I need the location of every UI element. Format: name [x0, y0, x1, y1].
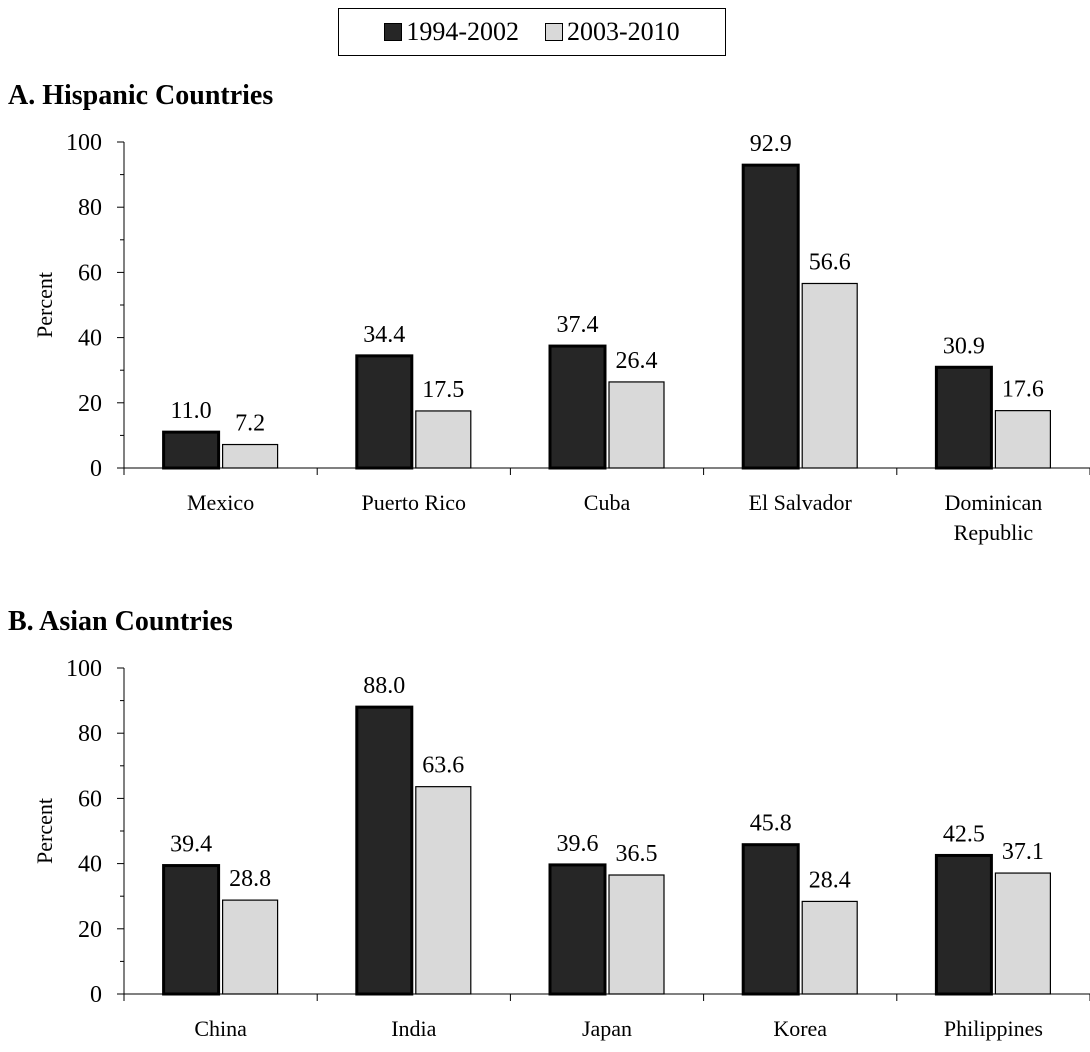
hispanic-bar-cuba-2003-2010 — [608, 381, 665, 469]
asian-bar-korea-1994-2002 — [741, 843, 800, 996]
hispanic-data-label-puerto-rico-1994-2002: 34.4 — [363, 322, 405, 348]
hispanic-data-label-dominican-republic-1994-2002: 30.9 — [943, 333, 985, 359]
hispanic-bar-cuba-1994-2002 — [548, 344, 607, 470]
panel-b-title: B. Asian Countries — [8, 606, 233, 637]
hispanic-x-tick-label-dominican-republic-line-1: Dominican — [945, 490, 1043, 515]
asian-bar-philippines-1994-2002 — [934, 853, 993, 996]
asian-data-label-india-1994-2002: 88.0 — [363, 673, 405, 699]
hispanic-bar-dominican-republic-2003-2010 — [994, 410, 1052, 469]
asian-x-tick-label-india: India — [391, 1016, 436, 1041]
asian-y-tick-label-0: 0 — [90, 982, 102, 1008]
legend-swatch-1994-2002 — [384, 23, 403, 41]
hispanic-data-label-mexico-2003-2010: 7.2 — [235, 411, 265, 437]
hispanic-bar-mexico-2003-2010 — [222, 443, 279, 469]
hispanic-y-tick-label-0: 0 — [90, 456, 102, 482]
asian-data-label-india-2003-2010: 63.6 — [422, 753, 464, 779]
hispanic-bar-mexico-1994-2002 — [162, 430, 221, 470]
asian-data-label-korea-2003-2010: 28.4 — [809, 867, 851, 893]
legend-item-1994-2002: 1994-2002 — [384, 17, 519, 47]
asian-x-tick-label-china: China — [194, 1016, 247, 1041]
asian-x-tick-label-philippines: Philippines — [944, 1016, 1043, 1041]
hispanic-x-tick-label-puerto-rico: Puerto Rico — [362, 490, 467, 515]
hispanic-y-tick-label-20: 20 — [78, 391, 102, 417]
asian-data-label-korea-1994-2002: 45.8 — [750, 811, 792, 837]
panel-a-title: A. Hispanic Countries — [8, 80, 274, 111]
asian-data-label-japan-1994-2002: 39.6 — [557, 831, 599, 857]
asian-bar-china-2003-2010 — [222, 899, 279, 995]
legend-label-1994-2002: 1994-2002 — [406, 17, 519, 46]
asian-bar-korea-2003-2010 — [801, 900, 858, 995]
hispanic-y-tick-label-100: 100 — [66, 130, 102, 156]
asian-data-label-philippines-2003-2010: 37.1 — [1002, 839, 1044, 865]
asian-bar-japan-1994-2002 — [548, 863, 607, 996]
hispanic-data-label-cuba-1994-2002: 37.4 — [557, 312, 599, 338]
hispanic-bar-puerto-rico-2003-2010 — [415, 410, 472, 469]
asian-data-label-japan-2003-2010: 36.5 — [616, 841, 658, 867]
legend-label-2003-2010: 2003-2010 — [567, 17, 680, 46]
hispanic-y-tick-label-80: 80 — [78, 195, 102, 221]
asian-y-tick-label-60: 60 — [78, 786, 102, 812]
asian-bar-philippines-2003-2010 — [994, 872, 1052, 995]
asian-bar-india-1994-2002 — [355, 705, 414, 996]
asian-y-tick-label-80: 80 — [78, 721, 102, 747]
asian-y-tick-label-20: 20 — [78, 917, 102, 943]
hispanic-x-tick-label-mexico: Mexico — [187, 490, 254, 515]
chart-legend: 1994-2002 2003-2010 — [338, 8, 726, 56]
asian-x-tick-label-korea: Korea — [773, 1016, 827, 1041]
hispanic-y-axis-label: Percent — [32, 272, 57, 338]
asian-x-tick-label-japan: Japan — [582, 1016, 632, 1041]
asian-data-label-philippines-1994-2002: 42.5 — [943, 821, 985, 847]
asian-countries-chart: 0 20 40 60 80 100 Percent 39.4 28.8 China 88.0 63.6… — [32, 656, 1090, 1041]
asian-y-tick-label-100: 100 — [66, 656, 102, 682]
asian-bar-china-1994-2002 — [162, 864, 221, 996]
asian-y-tick-label-40: 40 — [78, 852, 102, 878]
hispanic-data-label-mexico-1994-2002: 11.0 — [171, 398, 212, 424]
hispanic-bar-el-salvador-2003-2010 — [801, 282, 858, 469]
hispanic-y-tick-label-40: 40 — [78, 326, 102, 352]
asian-bar-japan-2003-2010 — [608, 874, 665, 995]
hispanic-x-tick-label-cuba: Cuba — [584, 490, 631, 515]
hispanic-data-label-el-salvador-1994-2002: 92.9 — [750, 131, 792, 157]
legend-swatch-2003-2010 — [545, 23, 563, 41]
hispanic-x-tick-label-el-salvador: El Salvador — [749, 490, 853, 515]
hispanic-data-label-dominican-republic-2003-2010: 17.6 — [1002, 377, 1044, 403]
hispanic-x-tick-label-dominican-republic-line-2: Republic — [954, 520, 1034, 545]
hispanic-countries-chart: 0 20 40 60 80 100 Percent 11.0 7.2 Mexico 34.4 17.5… — [32, 130, 1090, 545]
asian-data-label-china-2003-2010: 28.8 — [229, 866, 271, 892]
asian-y-axis-label: Percent — [32, 798, 57, 864]
asian-data-label-china-1994-2002: 39.4 — [170, 832, 212, 858]
hispanic-data-label-cuba-2003-2010: 26.4 — [616, 348, 658, 374]
hispanic-y-tick-label-60: 60 — [78, 260, 102, 286]
hispanic-bar-dominican-republic-1994-2002 — [934, 365, 993, 470]
hispanic-data-label-puerto-rico-2003-2010: 17.5 — [422, 377, 464, 403]
hispanic-bar-el-salvador-1994-2002 — [741, 163, 800, 470]
asian-bar-india-2003-2010 — [415, 786, 472, 995]
hispanic-data-label-el-salvador-2003-2010: 56.6 — [809, 249, 851, 275]
legend-item-2003-2010: 2003-2010 — [545, 17, 680, 47]
hispanic-bar-puerto-rico-1994-2002 — [355, 354, 414, 470]
